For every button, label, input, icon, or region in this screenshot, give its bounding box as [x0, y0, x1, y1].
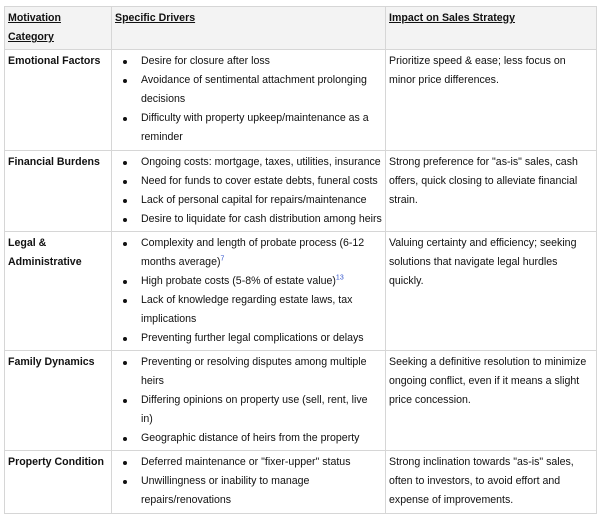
category-cell: Family Dynamics	[4, 350, 112, 451]
driver-text: Deferred maintenance or "fixer-upper" st…	[141, 456, 351, 468]
category-cell: Legal & Administrative	[4, 231, 112, 351]
driver-text: Differing opinions on property use (sell…	[141, 394, 368, 425]
table-row: Legal & Administrative Complexity and len…	[4, 231, 597, 351]
drivers-cell: Complexity and length of probate process…	[111, 231, 386, 351]
table-row: Family Dynamics Preventing or resolving d…	[4, 350, 597, 451]
category-cell: Emotional Factors	[4, 49, 112, 151]
driver-text: Geographic distance of heirs from the pr…	[141, 432, 360, 444]
drivers-list: Preventing or resolving disputes among m…	[115, 353, 382, 448]
list-item: Desire to liquidate for cash distributio…	[123, 210, 382, 229]
list-item: High probate costs (5-8% of estate value…	[123, 272, 382, 291]
list-item: Desire for closure after loss	[123, 52, 382, 71]
header-cell: Impact on Sales Strategy	[385, 6, 597, 50]
impact-cell: Valuing certainty and efficiency; seekin…	[385, 231, 597, 351]
impact-cell: Strong preference for "as-is" sales, cas…	[385, 150, 597, 232]
list-item: Deferred maintenance or "fixer-upper" st…	[123, 453, 382, 472]
driver-text: Unwillingness or inability to manage rep…	[141, 475, 310, 506]
citation-link[interactable]: 7	[220, 255, 225, 263]
list-item: Lack of knowledge regarding estate laws,…	[123, 291, 382, 329]
list-item: Unwillingness or inability to manage rep…	[123, 472, 382, 510]
list-item: Avoidance of sentimental attachment prol…	[123, 71, 382, 109]
impact-cell: Strong inclination towards "as-is" sales…	[385, 450, 597, 514]
drivers-cell: Deferred maintenance or "fixer-upper" st…	[111, 450, 386, 514]
driver-text: Need for funds to cover estate debts, fu…	[141, 175, 378, 187]
driver-text: Avoidance of sentimental attachment prol…	[141, 74, 367, 105]
driver-text: Preventing or resolving disputes among m…	[141, 356, 367, 387]
driver-text: Lack of personal capital for repairs/mai…	[141, 194, 367, 206]
driver-text: Difficulty with property upkeep/maintena…	[141, 112, 369, 143]
table-row: Property Condition Deferred maintenance o…	[4, 450, 597, 514]
list-item: Geographic distance of heirs from the pr…	[123, 429, 382, 448]
drivers-list: Complexity and length of probate process…	[115, 234, 382, 348]
driver-text: High probate costs (5-8% of estate value…	[141, 275, 336, 287]
list-item: Complexity and length of probate process…	[123, 234, 382, 272]
list-item: Preventing or resolving disputes among m…	[123, 353, 382, 391]
list-item: Difficulty with property upkeep/maintena…	[123, 109, 382, 147]
list-item: Need for funds to cover estate debts, fu…	[123, 172, 382, 191]
driver-text: Lack of knowledge regarding estate laws,…	[141, 294, 353, 325]
drivers-cell: Ongoing costs: mortgage, taxes, utilitie…	[111, 150, 386, 232]
impact-cell: Seeking a definitive resolution to minim…	[385, 350, 597, 451]
drivers-list: Ongoing costs: mortgage, taxes, utilitie…	[115, 153, 382, 229]
driver-text: Desire to liquidate for cash distributio…	[141, 213, 382, 225]
motivation-table: Motivation Category Specific Drivers Imp…	[4, 6, 597, 514]
table-row: Financial Burdens Ongoing costs: mortgage…	[4, 150, 597, 232]
driver-text: Preventing further legal complications o…	[141, 332, 364, 344]
list-item: Differing opinions on property use (sell…	[123, 391, 382, 429]
drivers-list: Desire for closure after loss Avoidance o…	[115, 52, 382, 147]
citation-link[interactable]: 13	[335, 274, 344, 282]
table-row: Emotional Factors Desire for closure afte…	[4, 49, 597, 151]
impact-cell: Prioritize speed & ease; less focus on m…	[385, 49, 597, 151]
list-item: Preventing further legal complications o…	[123, 329, 382, 348]
drivers-cell: Preventing or resolving disputes among m…	[111, 350, 386, 451]
category-cell: Property Condition	[4, 450, 112, 514]
header-row: Motivation Category Specific Drivers Imp…	[4, 6, 597, 50]
driver-text: Ongoing costs: mortgage, taxes, utilitie…	[141, 156, 381, 168]
list-item: Lack of personal capital for repairs/mai…	[123, 191, 382, 210]
category-cell: Financial Burdens	[4, 150, 112, 232]
driver-text: Complexity and length of probate process…	[141, 237, 365, 268]
drivers-list: Deferred maintenance or "fixer-upper" st…	[115, 453, 382, 510]
header-cell: Motivation Category	[4, 6, 112, 50]
header-cell: Specific Drivers	[111, 6, 386, 50]
driver-text: Desire for closure after loss	[141, 55, 270, 67]
drivers-cell: Desire for closure after loss Avoidance o…	[111, 49, 386, 151]
list-item: Ongoing costs: mortgage, taxes, utilitie…	[123, 153, 382, 172]
